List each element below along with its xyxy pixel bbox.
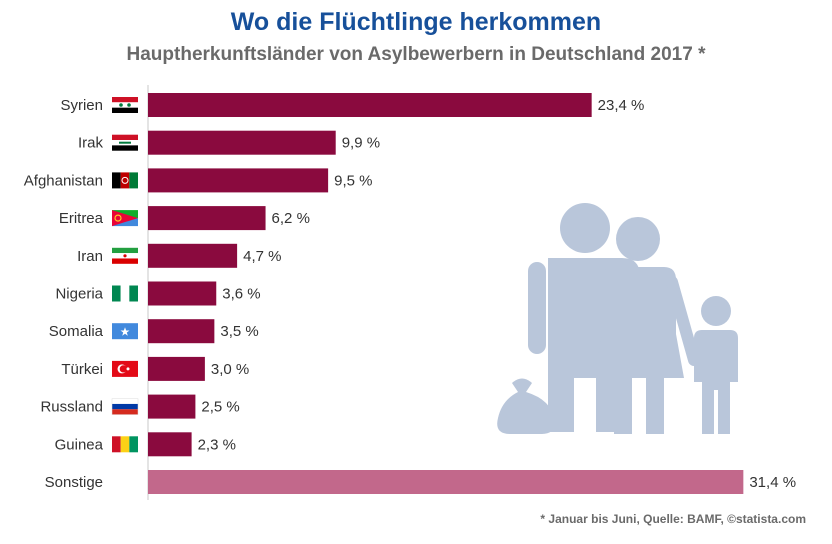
category-label: Sonstige: [45, 474, 103, 491]
footnote: * Januar bis Juni, Quelle: BAMF, ©statis…: [540, 512, 806, 526]
bar: [148, 432, 192, 457]
bar: [148, 130, 336, 155]
bar-row-russland: Russland 2,5 %: [40, 394, 240, 419]
category-label: Afghanistan: [24, 172, 103, 189]
category-label: Somalia: [49, 323, 104, 340]
category-label: Eritrea: [59, 210, 104, 227]
bar-row-afghanistan: Afghanistan 9,5 %: [24, 168, 372, 193]
value-label: 31,4 %: [749, 474, 796, 491]
chart-subtitle: Hauptherkunftsländer von Asylbewerbern i…: [126, 44, 706, 65]
iran-flag-icon: [112, 247, 138, 264]
bar-row-nigeria: Nigeria 3,6 %: [55, 281, 261, 306]
eritrea-flag-icon: [112, 210, 138, 227]
value-label: 2,3 %: [198, 436, 236, 453]
bar: [148, 319, 215, 344]
category-label: Irak: [78, 135, 104, 152]
guinea-flag-icon: [112, 436, 138, 453]
value-label: 9,5 %: [334, 172, 372, 189]
iraq-flag-icon: [112, 134, 138, 151]
bar-row-irak: Irak 9,9 %: [78, 130, 380, 155]
bar: [148, 243, 238, 268]
category-label: Nigeria: [55, 286, 103, 303]
bar-row-syrien: Syrien 23,4 %: [60, 93, 644, 117]
bar: [148, 356, 205, 381]
category-label: Syrien: [60, 97, 103, 114]
value-label: 3,6 %: [222, 286, 260, 303]
bar-row-somalia: Somalia 3,5 %: [49, 319, 259, 344]
value-label: 2,5 %: [201, 399, 239, 416]
refugee-family-icon: [497, 203, 738, 434]
value-label: 6,2 %: [272, 210, 310, 227]
nigeria-flag-icon: [112, 285, 138, 302]
bar: [148, 93, 592, 117]
category-label: Guinea: [55, 436, 104, 453]
bar: [148, 206, 266, 231]
value-label: 9,9 %: [342, 135, 380, 152]
turkey-flag-icon: [112, 360, 138, 377]
russia-flag-icon: [111, 398, 139, 415]
value-label: 3,0 %: [211, 361, 249, 378]
value-label: 4,7 %: [243, 248, 281, 265]
bar: [148, 168, 329, 193]
syria-flag-icon: [112, 97, 138, 113]
bar-row-trkei: Türkei 3,0 %: [61, 356, 249, 381]
bar: [148, 394, 196, 419]
bar-row-iran: Iran 4,7 %: [77, 243, 281, 268]
value-label: 3,5 %: [220, 323, 258, 340]
category-label: Türkei: [61, 361, 103, 378]
bar: [148, 470, 744, 494]
category-label: Iran: [77, 248, 103, 265]
value-label: 23,4 %: [598, 97, 645, 114]
category-label: Russland: [40, 399, 103, 416]
afghanistan-flag-icon: [112, 172, 138, 189]
bar-row-eritrea: Eritrea 6,2 %: [59, 206, 310, 231]
bar-row-sonstige: Sonstige 31,4 %: [45, 470, 796, 494]
chart-title: Wo die Flüchtlinge herkommen: [230, 8, 602, 36]
bar-row-guinea: Guinea 2,3 %: [55, 432, 236, 457]
bar: [148, 281, 217, 306]
somalia-flag-icon: [112, 323, 138, 340]
